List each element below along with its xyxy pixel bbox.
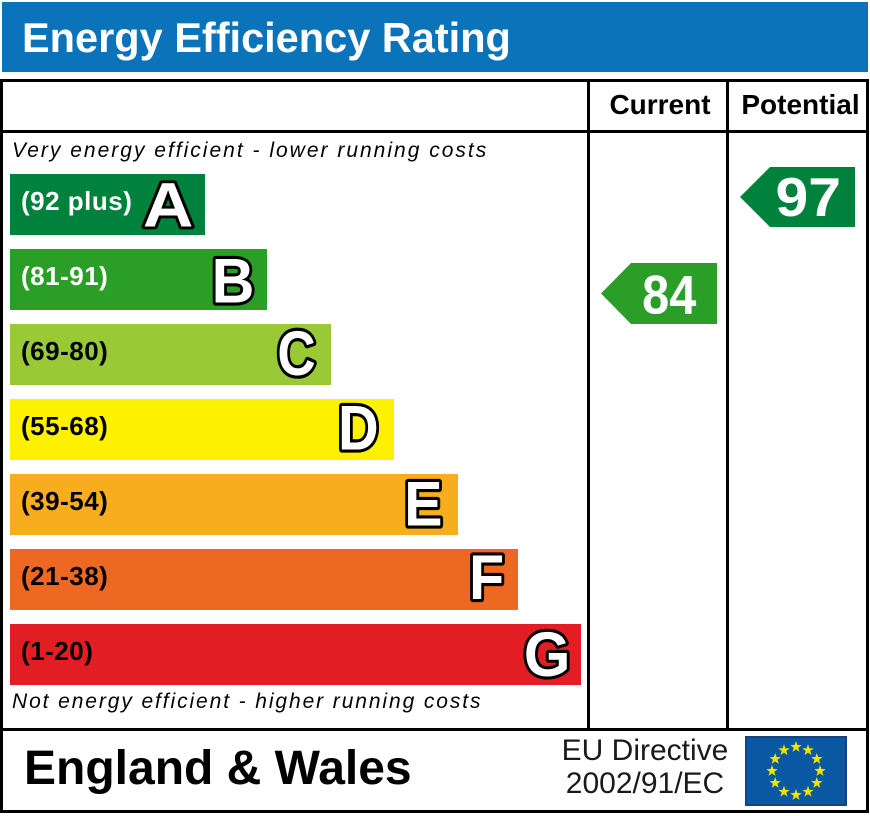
svg-text:84: 84 <box>642 265 696 324</box>
svg-text:F: F <box>469 549 504 610</box>
svg-text:A: A <box>143 174 193 235</box>
svg-text:B: B <box>212 249 255 310</box>
svg-text:G: G <box>524 624 571 685</box>
svg-text:97: 97 <box>776 167 841 227</box>
svg-text:E: E <box>404 474 442 535</box>
svg-text:D: D <box>338 399 378 460</box>
svg-text:C: C <box>277 324 315 385</box>
